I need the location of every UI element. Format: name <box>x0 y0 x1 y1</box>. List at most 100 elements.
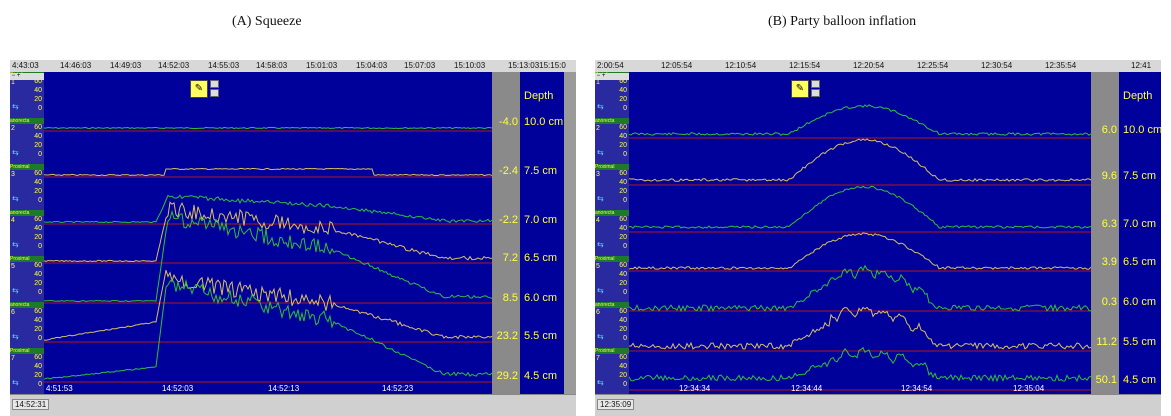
depth-label: 5.5 cm <box>524 330 558 342</box>
channel-value: 50.1 <box>1095 374 1117 386</box>
scale-arrow-icon[interactable]: ⇆ <box>12 378 19 387</box>
channel-number: 7 <box>596 355 600 362</box>
tick-label: 40 <box>34 87 42 94</box>
channel-label[interactable]: Proximal 7 60 40 20 0 ⇆ <box>595 348 629 394</box>
channel-label[interactable]: Proximal 5 60 40 20 0 ⇆ <box>595 256 629 302</box>
tick-label: 0 <box>38 243 42 250</box>
tick-label: 0 <box>38 289 42 296</box>
scale-arrow-icon[interactable]: ⇆ <box>12 286 19 295</box>
scale-arrow-icon[interactable]: ⇆ <box>597 102 604 111</box>
channel-value: 29.2 <box>496 370 518 382</box>
depth-header: Depth <box>524 90 554 102</box>
channel-column: Distal16040200⇆anorecta26040200⇆Proximal… <box>595 72 629 394</box>
mini-button[interactable] <box>210 80 219 88</box>
manometry-panel-balloon: 2:00:54 12:05:54 12:10:54 12:15:54 12:20… <box>595 60 1162 416</box>
mini-button[interactable] <box>811 89 820 97</box>
tick-label: 20 <box>619 188 627 195</box>
channel-value: -2.2 <box>499 214 518 226</box>
channel-label[interactable]: Proximal 5 60 40 20 0 ⇆ <box>10 256 44 302</box>
channel-label[interactable]: anorecta 2 60 40 20 0 ⇆ <box>595 118 629 164</box>
cursor-time: 14:52:31 <box>12 399 50 410</box>
pressure-trace <box>629 346 1091 383</box>
scale-arrow-icon[interactable]: ⇆ <box>12 102 19 111</box>
trace-plot-area[interactable] <box>629 72 1091 394</box>
scale-arrow-icon[interactable]: ⇆ <box>597 378 604 387</box>
channel-label[interactable]: Proximal 3 60 40 20 0 ⇆ <box>10 164 44 210</box>
tick-label: 0 <box>38 197 42 204</box>
time-label: 14:46:03 <box>60 61 92 70</box>
time-label: 12:15:54 <box>789 61 821 70</box>
scale-arrow-icon[interactable]: ⇆ <box>12 194 19 203</box>
top-time-axis[interactable]: 4:43:03 14:46:03 14:49:03 14:52:03 14:55… <box>10 60 576 73</box>
scale-arrow-icon[interactable]: ⇆ <box>597 332 604 341</box>
channel-name: Proximal <box>10 164 44 170</box>
tick-label: 60 <box>619 170 627 177</box>
channel-value: 23.2 <box>496 330 518 342</box>
channel-number: 6 <box>11 309 15 316</box>
scale-arrow-icon[interactable]: ⇆ <box>597 240 604 249</box>
channel-label[interactable]: Proximal 3 60 40 20 0 ⇆ <box>595 164 629 210</box>
scale-arrow-icon[interactable]: ⇆ <box>597 148 604 157</box>
tick-label: 0 <box>623 335 627 342</box>
channel-label[interactable]: Proximal 7 60 40 20 0 ⇆ <box>10 348 44 394</box>
value-column: -4.0 -2.4 -2.2 7.2 8.5 23.2 29.2 <box>492 72 520 394</box>
tick-label: 0 <box>623 243 627 250</box>
channel-label[interactable]: anorecta 2 60 40 20 0 ⇆ <box>10 118 44 164</box>
channel-value: 3.9 <box>1101 256 1117 268</box>
note-icon[interactable]: ✎ <box>791 80 809 98</box>
channel-value: 11.2 <box>1096 336 1117 348</box>
channel-label[interactable]: anorecta 4 60 40 20 0 ⇆ <box>595 210 629 256</box>
tick-label: 20 <box>619 96 627 103</box>
tick-label: 40 <box>34 363 42 370</box>
tick-label: 0 <box>38 381 42 388</box>
status-bar: 14:52:31 <box>10 394 576 416</box>
channel-number: 1 <box>596 79 600 86</box>
tick-label: 60 <box>619 78 627 85</box>
depth-label: 7.5 cm <box>1123 170 1157 182</box>
time-label: 12:34:54 <box>901 384 933 393</box>
channel-name: Proximal <box>10 348 44 354</box>
time-label: 14:55:03 <box>208 61 240 70</box>
time-label: 12:34:44 <box>791 384 823 393</box>
scale-arrow-icon[interactable]: ⇆ <box>12 148 19 157</box>
mini-button[interactable] <box>811 80 820 88</box>
channel-name: anorecta <box>10 210 44 216</box>
channel-value: -2.4 <box>499 165 518 177</box>
tick-label: 0 <box>623 105 627 112</box>
note-icon[interactable]: ✎ <box>190 80 208 98</box>
tick-label: 20 <box>34 142 42 149</box>
scale-arrow-icon[interactable]: ⇆ <box>12 240 19 249</box>
scale-arrow-icon[interactable]: ⇆ <box>12 332 19 341</box>
channel-column: Distal16040200⇆anorecta26040200⇆Proximal… <box>10 72 44 394</box>
channel-label[interactable]: anorecta 4 60 40 20 0 ⇆ <box>10 210 44 256</box>
trace-svg <box>44 126 492 383</box>
channel-name: anorecta <box>10 118 44 124</box>
depth-label: 10.0 cm <box>524 116 564 128</box>
depth-label: 4.5 cm <box>524 370 558 382</box>
mini-button[interactable] <box>210 89 219 97</box>
depth-label: 6.0 cm <box>524 292 558 304</box>
tick-label: 20 <box>619 234 627 241</box>
tick-label: 0 <box>623 289 627 296</box>
zoom-buttons[interactable]: − + <box>10 73 44 80</box>
zoom-buttons[interactable]: − + <box>595 73 629 80</box>
channel-label[interactable]: anorecta 6 60 40 20 0 ⇆ <box>595 302 629 348</box>
depth-label: 4.5 cm <box>1123 374 1157 386</box>
time-label: 14:52:03 <box>158 61 190 70</box>
scale-arrow-icon[interactable]: ⇆ <box>597 286 604 295</box>
trace-plot-area[interactable] <box>44 72 492 394</box>
tick-label: 0 <box>38 151 42 158</box>
scale-arrow-icon[interactable]: ⇆ <box>597 194 604 203</box>
channel-number: 5 <box>596 263 600 270</box>
tick-label: 0 <box>38 335 42 342</box>
channel-value: 8.5 <box>502 292 518 304</box>
time-label: 12:35:04 <box>1013 384 1045 393</box>
channel-label[interactable]: anorecta 6 60 40 20 0 ⇆ <box>10 302 44 348</box>
channel-number: 4 <box>11 217 15 224</box>
depth-header: Depth <box>1123 90 1153 102</box>
time-label: 12:10:54 <box>725 61 757 70</box>
time-label: 15:04:03 <box>356 61 388 70</box>
tick-label: 20 <box>619 142 627 149</box>
tick-label: 40 <box>34 317 42 324</box>
tick-label: 40 <box>619 179 627 186</box>
